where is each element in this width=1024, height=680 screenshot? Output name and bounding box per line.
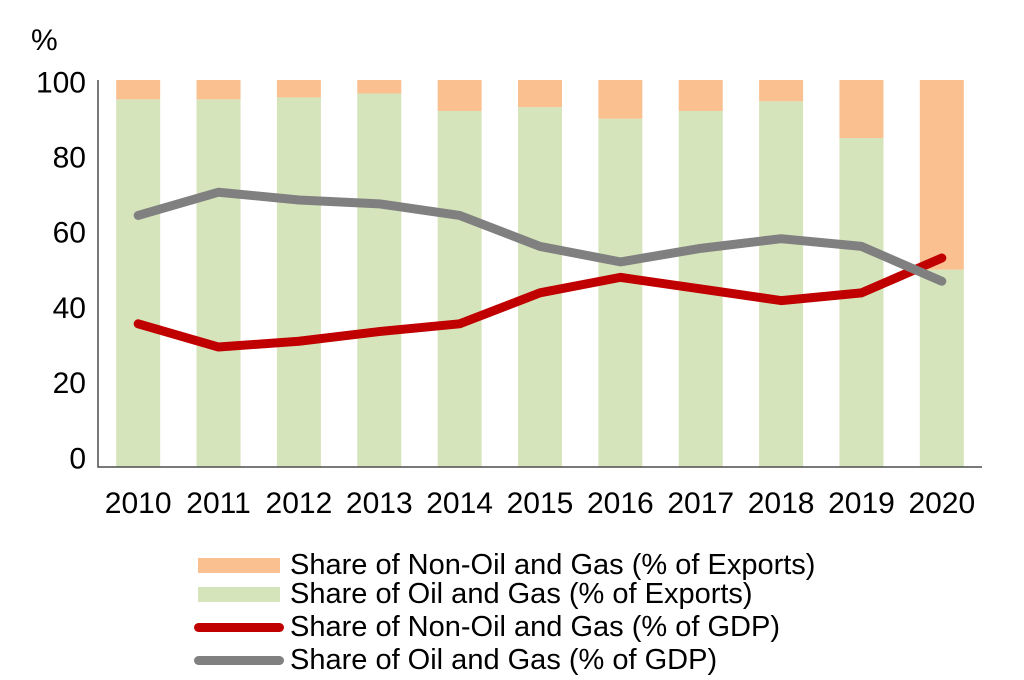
bar-segment xyxy=(919,269,964,467)
axes xyxy=(97,80,982,468)
legend-item-non-oil-gdp: Share of Non-Oil and Gas (% of GDP) xyxy=(194,611,780,643)
orange-bar-swatch-icon xyxy=(198,557,280,573)
bar-segment xyxy=(437,110,482,468)
legend-swatch-wrap xyxy=(194,557,284,573)
legend-label: Share of Non-Oil and Gas (% of GDP) xyxy=(290,610,780,643)
x-tick-label: 2014 xyxy=(426,487,493,520)
legend-label: Share of Oil and Gas (% of Exports) xyxy=(290,577,753,610)
bar-segment xyxy=(598,118,643,467)
bar-segment xyxy=(839,80,884,139)
legend-item-oil-gdp: Share of Oil and Gas (% of GDP) xyxy=(194,644,717,676)
bar-segment xyxy=(357,80,402,94)
bar-segment xyxy=(276,80,321,98)
bar-segment xyxy=(839,138,884,468)
bar-segment xyxy=(116,99,161,467)
gdp-share-line xyxy=(133,187,947,286)
bar-segment xyxy=(598,80,643,119)
x-tick-label: 2016 xyxy=(587,487,654,520)
y-tick-label: 80 xyxy=(53,142,86,175)
bar-segment xyxy=(437,80,482,111)
legend-item-oil-exports: Share of Oil and Gas (% of Exports) xyxy=(194,578,753,610)
x-tick-label: 2013 xyxy=(346,487,413,520)
legend-swatch-wrap xyxy=(194,655,284,665)
y-tick-label: 40 xyxy=(53,292,86,325)
bar-segment xyxy=(196,80,241,100)
gdp-share-line xyxy=(133,253,947,352)
red-line-swatch-icon xyxy=(194,622,284,632)
x-tick-label: 2017 xyxy=(667,487,734,520)
gray-line-swatch-icon xyxy=(194,655,284,665)
bar-segment xyxy=(518,80,562,108)
legend-swatch-wrap xyxy=(194,586,284,602)
legend-swatch-wrap xyxy=(194,622,284,632)
x-tick-label: 2011 xyxy=(186,487,251,520)
y-tick-label: 20 xyxy=(53,367,86,400)
bar-segment xyxy=(919,80,964,270)
y-tick-label: 60 xyxy=(53,217,86,250)
legend-item-non-oil-exports: Share of Non-Oil and Gas (% of Exports) xyxy=(194,549,815,581)
x-tick-label: 2020 xyxy=(908,487,975,520)
x-tick-label: 2018 xyxy=(748,487,815,520)
y-tick-label: 100 xyxy=(36,66,86,99)
bar-segment xyxy=(276,97,321,467)
legend-label: Share of Non-Oil and Gas (% of Exports) xyxy=(290,548,816,581)
legend-label: Share of Oil and Gas (% of GDP) xyxy=(290,643,718,676)
y-tick-label: 0 xyxy=(69,442,86,475)
y-axis-unit-label: % xyxy=(31,24,58,57)
x-tick-label: 2019 xyxy=(828,487,895,520)
bar-segment xyxy=(759,80,804,102)
x-tick-label: 2010 xyxy=(105,487,172,520)
green-bar-swatch-icon xyxy=(198,586,280,602)
bar-segment xyxy=(116,80,161,100)
x-tick-label: 2015 xyxy=(507,487,574,520)
bar-segment xyxy=(678,80,723,111)
bar-segment xyxy=(196,99,241,467)
x-tick-label: 2012 xyxy=(266,487,333,520)
bar-segment xyxy=(759,101,804,467)
bar-segment xyxy=(357,93,402,468)
